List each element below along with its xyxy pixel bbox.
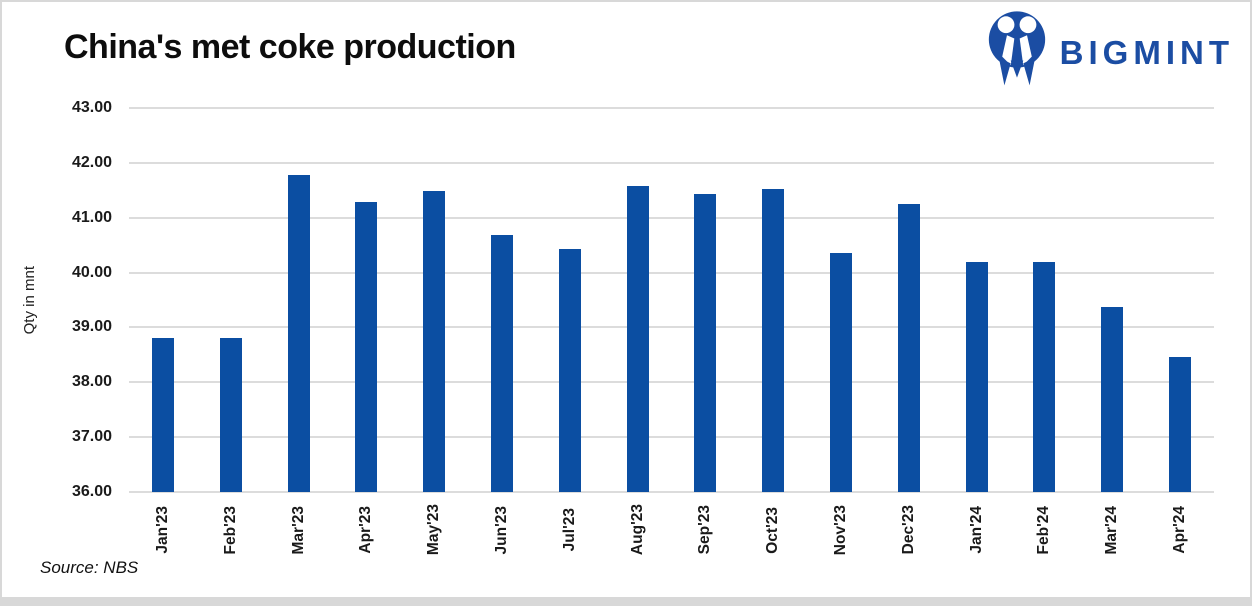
bar-aug-23 [626,186,649,492]
x-tick-label: Sep'23 [696,505,714,555]
bar-slot [129,108,197,492]
bar-apr-23 [355,202,378,492]
bar-mar-24 [1101,307,1124,492]
bar-jan-23 [151,338,174,492]
y-tick-label: 41.00 [71,208,112,226]
bar-nov-23 [830,252,853,492]
bar-slot [1011,108,1079,492]
bar-feb-23 [219,338,242,492]
x-tick-label: Oct'23 [764,506,782,554]
bar-slot [875,108,943,492]
x-tick-label: Jan'23 [153,506,171,554]
y-tick-label: 38.00 [71,373,112,391]
bar-series [129,108,1214,492]
bar-slot [1146,108,1214,492]
x-label-slot: Apr'23 [332,496,400,564]
x-tick-label: Feb'24 [1035,505,1053,555]
x-label-slot: Feb'24 [1011,496,1079,564]
bar-mar-23 [287,174,310,492]
x-tick-label: May'23 [425,504,443,556]
bar-slot [400,108,468,492]
y-tick-label: 40.00 [71,263,112,281]
gridline-38 [129,381,1214,384]
plot-area [129,107,1214,493]
gridline-42 [129,161,1214,164]
x-label-slot: Nov'23 [807,496,875,564]
x-label-slot: Oct'23 [739,496,807,564]
x-tick-label: Mar'23 [289,505,307,555]
bar-slot [739,108,807,492]
bar-slot [943,108,1011,492]
bigmint-logo: BIGMINT [984,8,1234,92]
bar-dec-23 [897,203,920,492]
bigmint-logo-text: BIGMINT [1059,34,1234,71]
gridline-39 [129,326,1214,329]
bar-slot [604,108,672,492]
x-tick-label: Apr'23 [357,506,375,554]
bar-slot [265,108,333,492]
gridline-36 [129,491,1214,493]
x-tick-label: Aug'23 [628,504,646,556]
x-tick-label: Dec'23 [899,505,917,555]
bar-jan-24 [965,261,988,492]
x-label-slot: Jan'24 [943,496,1011,564]
y-tick-label: 42.00 [71,153,112,171]
bar-sep-23 [694,194,717,492]
y-tick-label: 36.00 [71,483,112,500]
x-tick-label: Jan'24 [967,506,985,554]
bar-slot [807,108,875,492]
x-tick-label: Jul'23 [560,508,578,552]
bar-jun-23 [490,235,513,492]
x-tick-label: Apr'24 [1171,506,1189,554]
bigmint-two-people-m-icon [988,11,1045,86]
x-label-slot: Dec'23 [875,496,943,564]
x-tick-label: Jun'23 [492,505,510,555]
bar-slot [332,108,400,492]
gridline-43 [129,107,1214,109]
chart-title: China's met coke production [64,28,516,66]
x-label-slot: Mar'23 [265,496,333,564]
x-label-slot: Jan'23 [129,496,197,564]
x-label-slot: Aug'23 [604,496,672,564]
x-label-slot: Sep'23 [672,496,740,564]
y-axis-tick-labels: 43.00 42.00 41.00 40.00 39.00 38.00 37.00 36.00 [2,99,112,500]
y-tick-label: 37.00 [71,428,112,446]
source-note: Source: NBS [40,558,139,577]
x-label-slot: Mar'24 [1078,496,1146,564]
bar-jul-23 [558,249,581,492]
bottom-border-strip [2,597,1250,606]
bar-slot [197,108,265,492]
bar-apr-24 [1169,356,1192,492]
bar-feb-24 [1033,261,1056,492]
x-axis-tick-labels: Jan'23 Feb'23 Mar'23 Apr'23 May'23 Jun'23 Jul'… [129,496,1214,564]
bar-slot [468,108,536,492]
x-label-slot: Jul'23 [536,496,604,564]
x-tick-label: Feb'23 [221,505,239,555]
bar-oct-23 [762,189,785,492]
y-tick-label: 43.00 [71,99,112,116]
x-label-slot: Apr'24 [1146,496,1214,564]
x-label-slot: Jun'23 [468,496,536,564]
gridline-41 [129,216,1214,219]
gridline-40 [129,271,1214,274]
bar-may-23 [423,191,446,492]
x-label-slot: May'23 [400,496,468,564]
x-tick-label: Nov'23 [832,504,850,556]
bar-slot [536,108,604,492]
y-tick-label: 39.00 [71,318,112,336]
gridline-37 [129,436,1214,439]
bar-slot [1078,108,1146,492]
x-label-slot: Feb'23 [197,496,265,564]
bar-slot [672,108,740,492]
x-tick-label: Mar'24 [1103,505,1121,555]
